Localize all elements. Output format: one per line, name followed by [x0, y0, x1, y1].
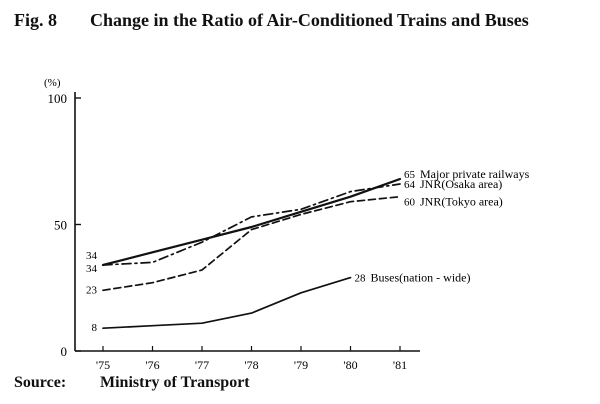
- figure-title-text: Change in the Ratio of Air-Conditioned T…: [90, 10, 529, 30]
- series-name-label: JNR(Tokyo area): [420, 195, 503, 209]
- series-start-label: 23: [86, 284, 98, 296]
- x-tick-label: '78: [244, 358, 258, 372]
- series-end-label: 65: [404, 169, 416, 181]
- series-name-label: JNR(Osaka area): [420, 177, 502, 191]
- series-line: [102, 183, 401, 266]
- x-tick-label: '77: [195, 358, 209, 372]
- series-line: [102, 195, 401, 292]
- series-line: [102, 276, 352, 330]
- y-axis-unit-label: (%): [44, 77, 61, 89]
- source-line: Source: Ministry of Transport: [14, 374, 250, 392]
- series-start-label: 34: [86, 250, 98, 262]
- source-label: Source:: [14, 374, 67, 391]
- x-tick-label: '79: [294, 358, 308, 372]
- series-start-label: 8: [92, 322, 98, 334]
- source-text: Ministry of Transport: [100, 374, 250, 391]
- y-tick-label: 100: [48, 91, 68, 106]
- x-tick-label: '75: [96, 358, 110, 372]
- series-name-label: Major private railways: [420, 167, 530, 181]
- y-tick-label: 0: [61, 344, 68, 359]
- series-line: [101, 177, 402, 267]
- series-start-label: 34: [86, 263, 98, 275]
- series-end-label: 60: [404, 197, 416, 209]
- series-end-label: 64: [404, 179, 416, 191]
- x-tick-label: '80: [343, 358, 357, 372]
- y-tick-label: 50: [54, 218, 67, 233]
- series-end-label: 28: [355, 273, 367, 285]
- figure-number: Fig. 8: [14, 10, 57, 30]
- x-tick-label: '81: [393, 358, 407, 372]
- figure-title: Fig. 8 Change in the Ratio of Air-Conditi…: [14, 8, 589, 33]
- x-tick-label: '76: [145, 358, 159, 372]
- series-name-label: Buses(nation - wide): [371, 271, 471, 285]
